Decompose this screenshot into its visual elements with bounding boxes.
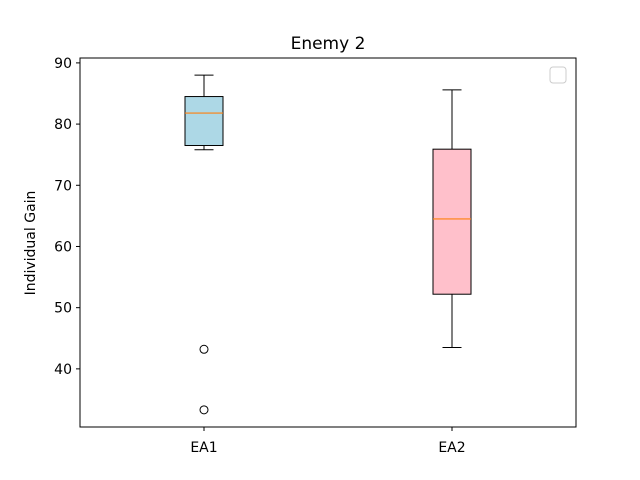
iqr-box xyxy=(432,148,472,295)
y-tick-label: 70 xyxy=(54,178,72,194)
y-tick-label: 50 xyxy=(54,301,72,317)
y-tick-label: 80 xyxy=(54,117,72,133)
outlier-point xyxy=(199,344,209,354)
plot-frame xyxy=(79,57,577,428)
plot-area xyxy=(184,74,472,415)
chart-title: Enemy 2 xyxy=(291,34,366,54)
legend xyxy=(549,66,567,84)
box-ea1 xyxy=(184,74,224,415)
y-tick-label: 60 xyxy=(54,239,72,255)
iqr-box xyxy=(184,96,224,147)
x-tick-label: EA2 xyxy=(438,440,465,456)
x-tick-label: EA1 xyxy=(190,440,217,456)
box-ea2 xyxy=(432,89,472,348)
y-tick-label: 90 xyxy=(54,56,72,72)
y-axis-label: Individual Gain xyxy=(23,191,39,296)
outlier-point xyxy=(199,405,209,415)
y-tick-label: 40 xyxy=(54,362,72,378)
